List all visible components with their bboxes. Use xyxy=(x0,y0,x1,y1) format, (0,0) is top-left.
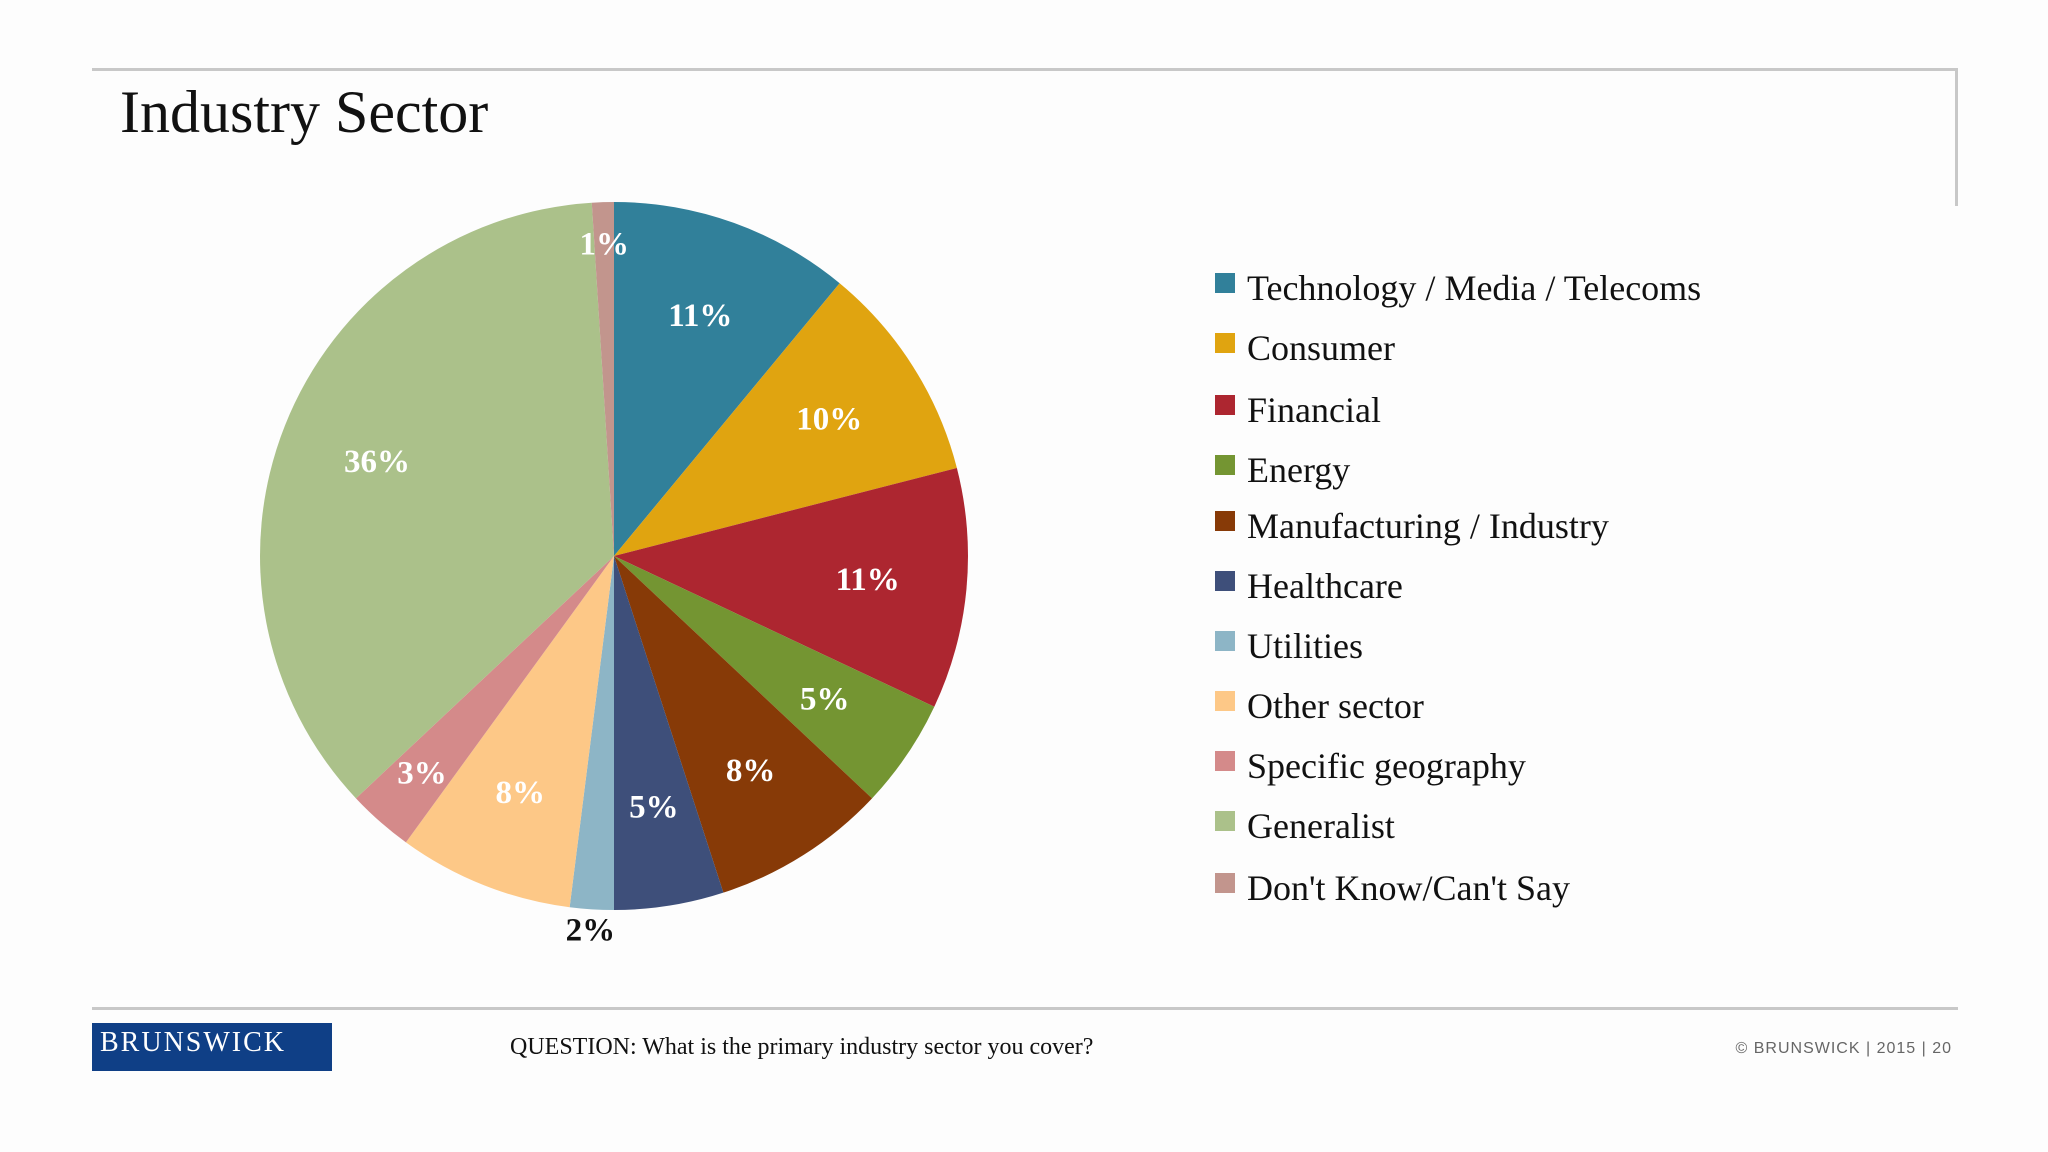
pie-slice-2 xyxy=(614,467,969,707)
legend-label: Don't Know/Can't Say xyxy=(1247,868,1570,908)
copyright-text: © BRUNSWICK | 2015 | 20 xyxy=(1735,1040,1952,1057)
legend-item: Utilities xyxy=(1215,624,1363,668)
legend-swatch xyxy=(1215,511,1235,531)
legend-label: Generalist xyxy=(1247,806,1395,846)
slice-data-label: 5% xyxy=(629,790,679,826)
legend-swatch xyxy=(1215,571,1235,591)
legend-item: Energy xyxy=(1215,448,1350,492)
pie-slice-3 xyxy=(614,556,935,799)
legend-item: Manufacturing / Industry xyxy=(1215,504,1609,548)
legend-swatch xyxy=(1215,811,1235,831)
legend-swatch xyxy=(1215,751,1235,771)
legend-item: Technology / Media / Telecoms xyxy=(1215,266,1701,310)
pie-slice-1 xyxy=(614,283,957,556)
legend-swatch xyxy=(1215,273,1235,293)
legend-label: Manufacturing / Industry xyxy=(1247,506,1609,546)
legend-item: Consumer xyxy=(1215,326,1395,370)
legend-label: Other sector xyxy=(1247,686,1424,726)
legend-label: Financial xyxy=(1247,390,1381,430)
brunswick-logo: BRUNSWICK xyxy=(92,1023,332,1071)
legend-swatch xyxy=(1215,333,1235,353)
slice-data-label: 1% xyxy=(579,227,629,263)
legend-item: Generalist xyxy=(1215,804,1395,848)
slice-data-label: 2% xyxy=(566,913,616,949)
slice-data-label: 8% xyxy=(495,775,545,811)
legend-item: Other sector xyxy=(1215,684,1424,728)
slice-data-label: 5% xyxy=(800,681,850,717)
pie-slice-4 xyxy=(614,556,873,893)
slide-title: Industry Sector xyxy=(120,79,489,145)
legend-swatch xyxy=(1215,395,1235,415)
pie-slice-8 xyxy=(355,556,614,843)
pie-slice-0 xyxy=(614,202,840,556)
legend-label: Utilities xyxy=(1247,626,1363,666)
legend-swatch xyxy=(1215,631,1235,651)
legend-swatch xyxy=(1215,455,1235,475)
slice-data-label: 8% xyxy=(726,753,776,789)
pie-slice-9 xyxy=(260,202,614,799)
bottom-divider xyxy=(92,1007,1958,1010)
top-divider xyxy=(92,68,1958,71)
pie-slice-10 xyxy=(591,202,614,556)
slice-data-label: 3% xyxy=(397,756,447,792)
legend-item: Specific geography xyxy=(1215,744,1526,788)
legend-item: Healthcare xyxy=(1215,564,1403,608)
slice-data-label: 11% xyxy=(668,298,732,334)
slice-data-label: 10% xyxy=(796,401,862,437)
question-text: QUESTION: What is the primary industry s… xyxy=(510,1034,1094,1060)
pie-slice-6 xyxy=(569,556,614,911)
legend-item: Don't Know/Can't Say xyxy=(1215,866,1570,910)
legend-swatch xyxy=(1215,873,1235,893)
slice-data-label: 36% xyxy=(344,444,410,480)
legend-label: Technology / Media / Telecoms xyxy=(1247,268,1702,308)
legend-label: Consumer xyxy=(1247,328,1395,368)
legend-label: Specific geography xyxy=(1247,746,1526,786)
top-divider-corner xyxy=(1955,68,1958,206)
pie-slice-5 xyxy=(614,556,724,910)
pie-slice-7 xyxy=(405,556,614,908)
legend-item: Financial xyxy=(1215,388,1381,432)
legend-label: Energy xyxy=(1247,450,1351,490)
legend-swatch xyxy=(1215,691,1235,711)
legend-label: Healthcare xyxy=(1247,566,1403,606)
slice-data-label: 11% xyxy=(836,562,900,598)
